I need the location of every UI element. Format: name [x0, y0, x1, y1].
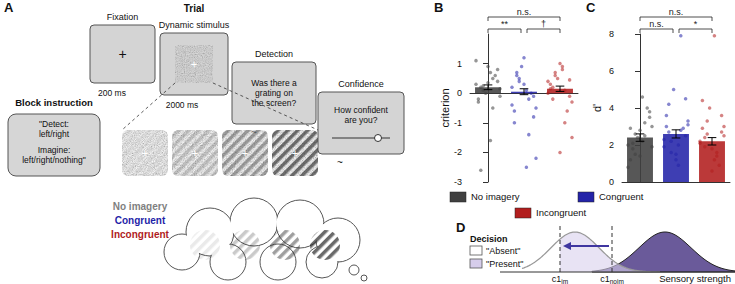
svg-text:+: + — [192, 147, 198, 159]
svg-text:left/right: left/right — [39, 129, 70, 139]
svg-text:0: 0 — [609, 177, 614, 187]
svg-text:Imagine:: Imagine: — [38, 145, 71, 155]
svg-text:left/right/nothing": left/right/nothing" — [22, 155, 86, 165]
svg-text:n.s.: n.s. — [517, 7, 532, 17]
svg-text:criterion: criterion — [439, 88, 451, 127]
svg-text:+: + — [242, 147, 248, 159]
svg-text:-2: -2 — [454, 147, 462, 157]
svg-text:Incongruent: Incongruent — [111, 229, 169, 240]
svg-text:-1: -1 — [454, 118, 462, 128]
svg-text:D: D — [456, 220, 465, 235]
svg-text:No imagery: No imagery — [471, 191, 520, 202]
svg-text:n.s.: n.s. — [669, 7, 684, 17]
svg-text:-3: -3 — [454, 177, 462, 187]
svg-text:6: 6 — [609, 66, 614, 76]
svg-text:Dynamic stimulus: Dynamic stimulus — [159, 20, 230, 30]
svg-text:are you?: are you? — [344, 115, 377, 125]
svg-text:2: 2 — [609, 140, 614, 150]
svg-text:c1im: c1im — [552, 274, 568, 284]
svg-text:+: + — [142, 147, 148, 159]
svg-text:~: ~ — [337, 157, 343, 168]
svg-text:Incongruent: Incongruent — [536, 207, 587, 218]
svg-text:*: * — [694, 19, 698, 29]
svg-text:Trial: Trial — [184, 3, 205, 14]
svg-text:Detection: Detection — [255, 49, 293, 59]
svg-text:grating on: grating on — [255, 88, 293, 98]
svg-text:200 ms: 200 ms — [98, 88, 126, 98]
svg-text:Block instruction: Block instruction — [15, 97, 93, 108]
svg-text:"Absent": "Absent" — [486, 246, 520, 256]
svg-text:the screen?: the screen? — [251, 98, 297, 108]
svg-text:†: † — [541, 19, 546, 29]
svg-text:+: + — [191, 58, 197, 70]
svg-text:No imagery: No imagery — [113, 201, 168, 212]
svg-text:+: + — [292, 147, 298, 159]
svg-text:How confident: How confident — [334, 105, 389, 115]
svg-text:"Present": "Present" — [486, 259, 523, 269]
svg-text:4: 4 — [609, 103, 614, 113]
svg-text:c1noim: c1noim — [600, 274, 624, 284]
svg-text:8: 8 — [609, 29, 614, 39]
svg-text:+: + — [118, 46, 126, 62]
svg-text:Congruent: Congruent — [115, 215, 166, 226]
svg-text:Confidence: Confidence — [338, 79, 384, 89]
svg-text:C: C — [586, 0, 596, 15]
svg-text:Decision: Decision — [470, 234, 508, 244]
svg-text:d': d' — [591, 104, 603, 112]
svg-text:"Detect:: "Detect: — [39, 119, 69, 129]
svg-text:Sensory strength: Sensory strength — [659, 273, 731, 284]
svg-text:**: ** — [501, 19, 509, 29]
svg-text:Congruent: Congruent — [599, 191, 644, 202]
svg-text:Was there a: Was there a — [251, 78, 297, 88]
svg-text:n.s.: n.s. — [649, 19, 664, 29]
svg-text:A: A — [4, 0, 14, 15]
svg-text:0: 0 — [457, 88, 462, 98]
svg-text:Fixation: Fixation — [107, 12, 139, 22]
svg-text:1: 1 — [457, 59, 462, 69]
svg-text:2000 ms: 2000 ms — [166, 100, 199, 110]
svg-text:B: B — [434, 0, 443, 15]
